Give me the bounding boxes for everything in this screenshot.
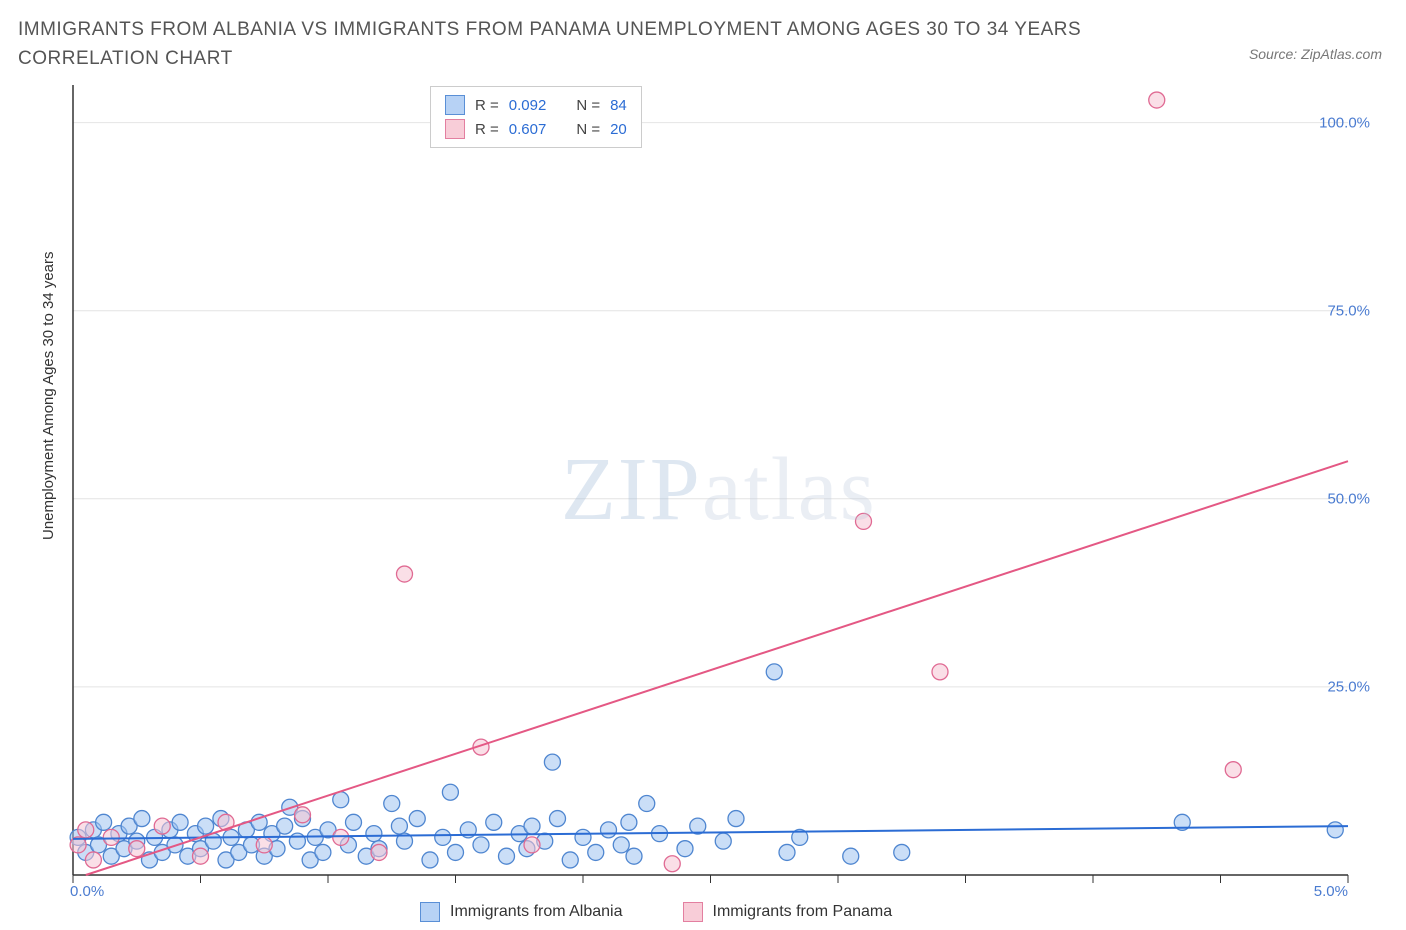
legend-row-panama: R = 0.607 N = 20 — [445, 117, 627, 141]
legend-item-panama: Immigrants from Panama — [683, 902, 893, 922]
correlation-legend: R = 0.092 N = 84 R = 0.607 N = 20 — [430, 86, 642, 148]
swatch-panama — [445, 119, 465, 139]
swatch-albania — [445, 95, 465, 115]
n-value-panama: 20 — [610, 121, 627, 138]
r-label: R = — [475, 97, 499, 114]
y-axis-label: Unemployment Among Ages 30 to 34 years — [40, 251, 57, 540]
x-tick-end: 5.0% — [1314, 883, 1348, 900]
scatter-plot — [18, 80, 1388, 920]
swatch-panama — [683, 902, 703, 922]
chart-container: IMMIGRANTS FROM ALBANIA VS IMMIGRANTS FR… — [0, 0, 1406, 930]
n-label: N = — [576, 121, 600, 138]
source-label: Source: ZipAtlas.com — [1249, 46, 1382, 62]
y-tick-label: 100.0% — [1319, 114, 1370, 131]
r-label: R = — [475, 121, 499, 138]
x-tick-start: 0.0% — [70, 883, 104, 900]
y-tick-label: 75.0% — [1327, 302, 1370, 319]
n-label: N = — [576, 97, 600, 114]
chart-area: Unemployment Among Ages 30 to 34 years Z… — [18, 80, 1388, 920]
series-label-albania: Immigrants from Albania — [450, 903, 623, 921]
r-value-panama: 0.607 — [509, 121, 547, 138]
y-tick-label: 50.0% — [1327, 490, 1370, 507]
series-legend: Immigrants from Albania Immigrants from … — [420, 902, 892, 922]
r-value-albania: 0.092 — [509, 97, 547, 114]
legend-item-albania: Immigrants from Albania — [420, 902, 623, 922]
legend-row-albania: R = 0.092 N = 84 — [445, 93, 627, 117]
series-label-panama: Immigrants from Panama — [713, 903, 893, 921]
chart-title: IMMIGRANTS FROM ALBANIA VS IMMIGRANTS FR… — [18, 16, 1118, 73]
swatch-albania — [420, 902, 440, 922]
n-value-albania: 84 — [610, 97, 627, 114]
y-tick-label: 25.0% — [1327, 678, 1370, 695]
